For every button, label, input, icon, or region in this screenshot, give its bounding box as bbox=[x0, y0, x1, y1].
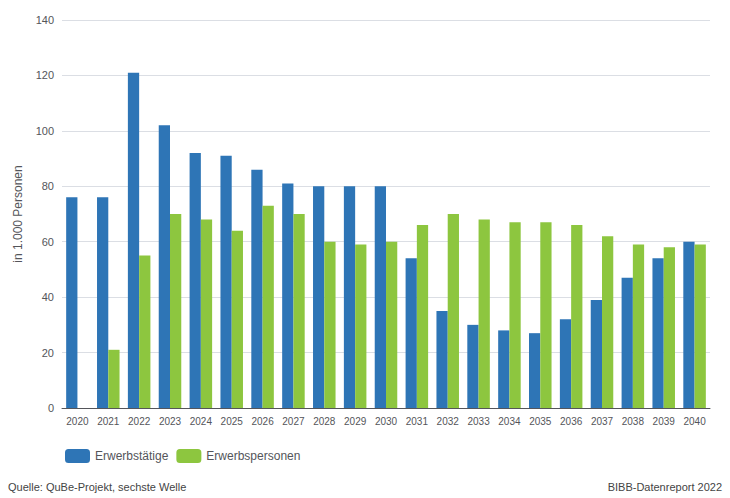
svg-text:2026: 2026 bbox=[251, 416, 274, 427]
svg-text:Erwerbstätige: Erwerbstätige bbox=[95, 449, 169, 463]
svg-text:2033: 2033 bbox=[467, 416, 490, 427]
svg-text:2025: 2025 bbox=[221, 416, 244, 427]
svg-text:2040: 2040 bbox=[683, 416, 706, 427]
svg-text:BIBB-Datenreport 2022: BIBB-Datenreport 2022 bbox=[608, 481, 722, 493]
svg-text:2032: 2032 bbox=[437, 416, 460, 427]
svg-text:100: 100 bbox=[36, 125, 54, 137]
svg-text:2030: 2030 bbox=[375, 416, 398, 427]
svg-text:2028: 2028 bbox=[313, 416, 336, 427]
svg-text:2023: 2023 bbox=[159, 416, 182, 427]
svg-text:2036: 2036 bbox=[560, 416, 583, 427]
svg-text:140: 140 bbox=[36, 14, 54, 26]
svg-text:in 1.000 Personen: in 1.000 Personen bbox=[11, 165, 25, 262]
svg-text:2021: 2021 bbox=[97, 416, 120, 427]
svg-text:2039: 2039 bbox=[653, 416, 676, 427]
svg-text:2024: 2024 bbox=[190, 416, 213, 427]
svg-text:Quelle: QuBe-Projekt, sechste: Quelle: QuBe-Projekt, sechste Welle bbox=[8, 481, 186, 493]
svg-text:Erwerbspersonen: Erwerbspersonen bbox=[206, 449, 300, 463]
svg-text:2027: 2027 bbox=[282, 416, 305, 427]
svg-text:2034: 2034 bbox=[498, 416, 521, 427]
svg-text:2031: 2031 bbox=[406, 416, 429, 427]
svg-text:60: 60 bbox=[42, 236, 54, 248]
svg-text:2029: 2029 bbox=[344, 416, 367, 427]
svg-text:80: 80 bbox=[42, 180, 54, 192]
svg-text:2035: 2035 bbox=[529, 416, 552, 427]
svg-text:2038: 2038 bbox=[622, 416, 645, 427]
svg-text:2020: 2020 bbox=[66, 416, 89, 427]
svg-text:2037: 2037 bbox=[591, 416, 614, 427]
svg-text:20: 20 bbox=[42, 347, 54, 359]
svg-text:0: 0 bbox=[48, 402, 54, 414]
svg-text:40: 40 bbox=[42, 291, 54, 303]
svg-text:120: 120 bbox=[36, 69, 54, 81]
svg-text:2022: 2022 bbox=[128, 416, 151, 427]
